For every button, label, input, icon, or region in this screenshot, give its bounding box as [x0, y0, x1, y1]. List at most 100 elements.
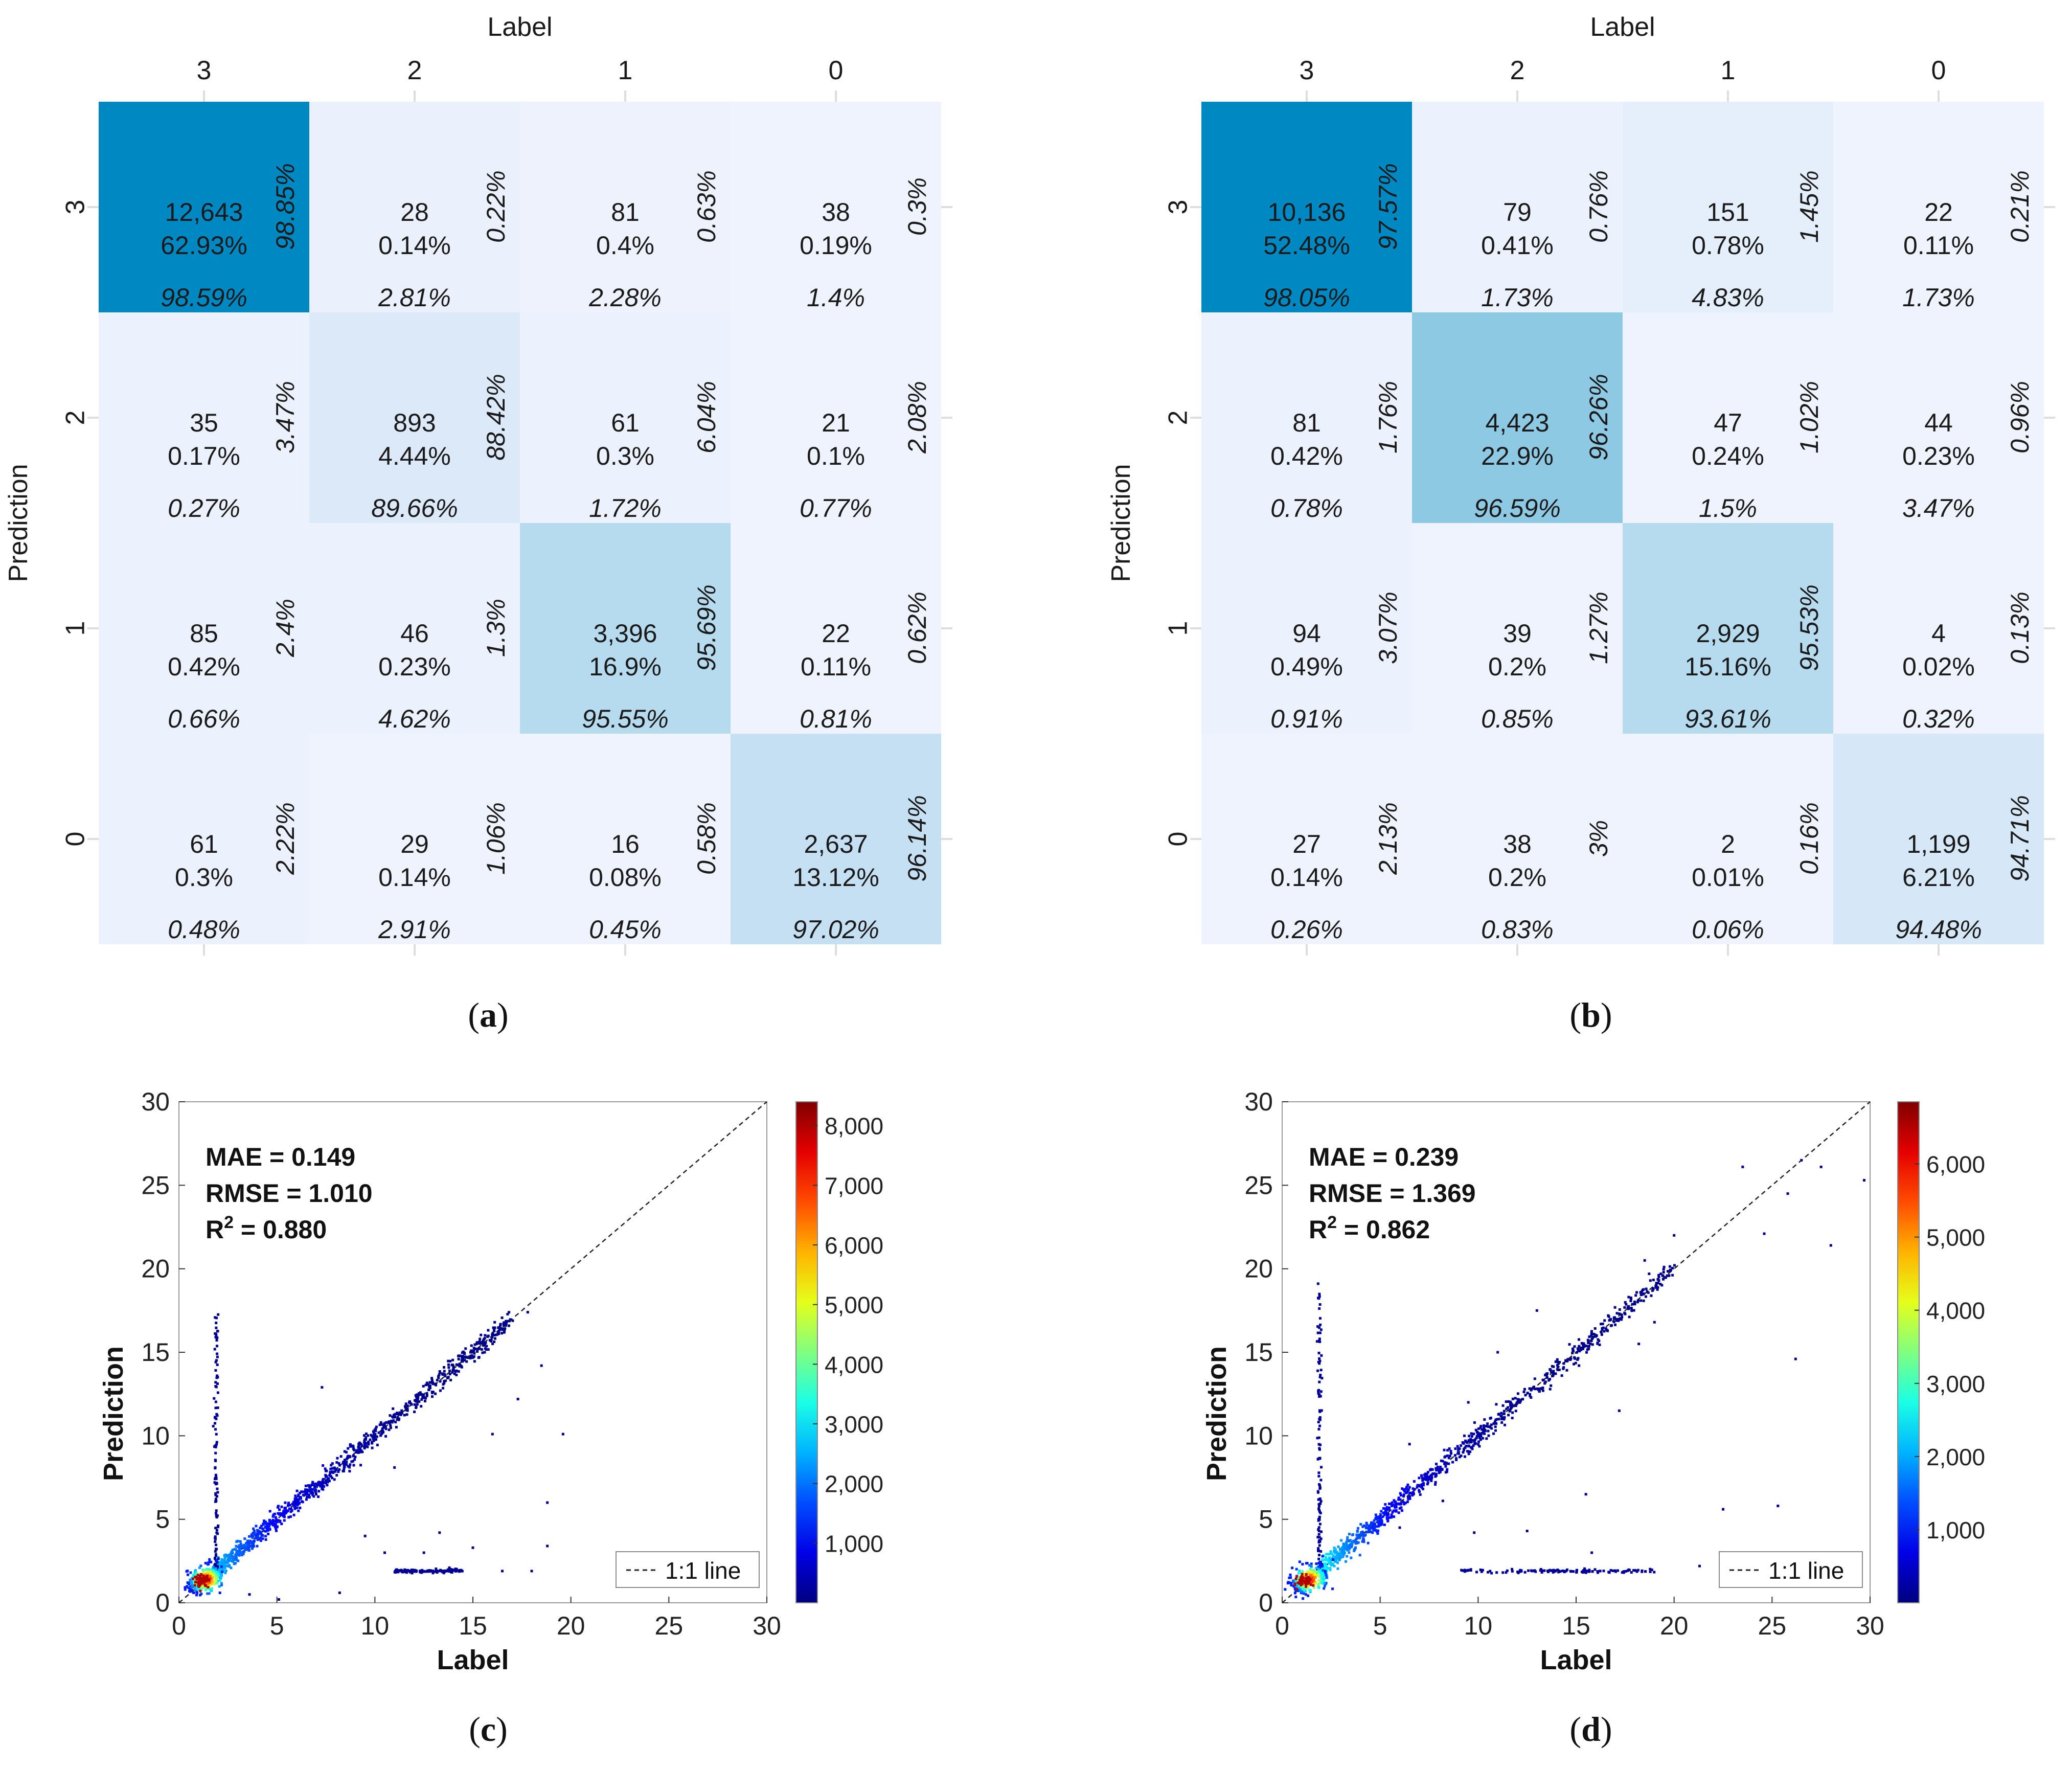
data-point [1502, 1410, 1506, 1413]
data-point [216, 1414, 219, 1417]
data-point [504, 1327, 507, 1330]
data-point [1329, 1567, 1332, 1570]
cell-count: 39 [1503, 619, 1532, 648]
data-point [256, 1530, 259, 1533]
data-point [201, 1568, 204, 1571]
data-point [243, 1547, 246, 1550]
data-point [192, 1574, 195, 1577]
data-point [215, 1548, 218, 1551]
data-point [1323, 1573, 1326, 1576]
data-point [1479, 1426, 1482, 1429]
data-point [1467, 1445, 1470, 1448]
data-point [194, 1569, 197, 1572]
data-point [1333, 1547, 1336, 1550]
data-point [464, 1355, 467, 1358]
data-point [1644, 1295, 1647, 1298]
data-point [483, 1341, 486, 1344]
data-point [1315, 1566, 1318, 1570]
data-point [245, 1542, 248, 1545]
data-point [1369, 1523, 1372, 1526]
data-point [213, 1557, 216, 1560]
data-point [1312, 1569, 1315, 1572]
data-point [1506, 1569, 1509, 1572]
data-point [1420, 1484, 1423, 1487]
cell-percent: 13.12% [792, 863, 879, 892]
data-point [204, 1576, 208, 1579]
data-point [1319, 1323, 1322, 1326]
data-point [1321, 1555, 1324, 1558]
data-point [318, 1482, 322, 1485]
data-point [326, 1484, 329, 1487]
data-point [312, 1483, 315, 1486]
data-point [1546, 1372, 1549, 1375]
data-point [442, 1572, 445, 1575]
data-point [212, 1570, 215, 1573]
data-point [350, 1460, 353, 1463]
data-point [1328, 1556, 1331, 1559]
data-point [324, 1467, 327, 1470]
data-point [1480, 1432, 1483, 1435]
data-point [1627, 1296, 1630, 1299]
data-point [1649, 1570, 1652, 1573]
data-point [214, 1384, 217, 1388]
data-point [1387, 1508, 1391, 1511]
data-point [1573, 1345, 1576, 1348]
data-point [490, 1338, 493, 1342]
data-point [1614, 1323, 1617, 1326]
data-point [189, 1587, 192, 1591]
data-point [1639, 1291, 1642, 1294]
data-point [1641, 1289, 1644, 1292]
data-point [338, 1464, 341, 1467]
data-point [1348, 1533, 1351, 1536]
data-point [1556, 1364, 1559, 1367]
data-point [443, 1570, 446, 1573]
data-point [1464, 1455, 1467, 1458]
data-point [482, 1344, 485, 1347]
data-point [345, 1463, 348, 1466]
data-point [1318, 1326, 1321, 1329]
data-point [1560, 1374, 1563, 1377]
data-point [252, 1532, 255, 1535]
data-point [1671, 1274, 1674, 1277]
data-point [431, 1382, 435, 1386]
data-point [441, 1372, 444, 1375]
cell-count: 85 [190, 619, 218, 648]
data-point [1384, 1509, 1387, 1512]
matrix-cell [1623, 312, 1833, 523]
data-point [413, 1411, 416, 1414]
data-point [1612, 1316, 1615, 1319]
data-point [1420, 1474, 1423, 1477]
data-point [449, 1569, 452, 1572]
data-point [314, 1482, 317, 1485]
cell-row-percent: 88.42% [482, 374, 510, 461]
data-point [1500, 1412, 1503, 1415]
data-point [420, 1398, 423, 1401]
data-point [345, 1460, 348, 1463]
data-point [408, 1571, 412, 1574]
data-point [227, 1554, 231, 1557]
data-point [441, 1570, 444, 1573]
data-point [1319, 1374, 1322, 1377]
data-point [227, 1557, 230, 1560]
data-point [189, 1578, 192, 1581]
colorbar-tick-label: 8,000 [825, 1113, 883, 1140]
data-point [317, 1481, 321, 1484]
data-point [1511, 1411, 1514, 1414]
data-point [425, 1394, 428, 1397]
data-point [305, 1495, 308, 1498]
data-point [1319, 1369, 1323, 1372]
cell-count: 4,423 [1485, 408, 1549, 437]
cell-row-percent: 96.26% [1584, 374, 1613, 461]
data-point [401, 1570, 404, 1573]
data-point [480, 1348, 483, 1351]
data-point [1671, 1266, 1674, 1269]
data-point [501, 1328, 504, 1331]
data-point [1318, 1337, 1321, 1341]
data-point [1340, 1549, 1344, 1552]
data-point [1311, 1577, 1314, 1580]
data-point [1617, 1319, 1620, 1322]
data-point [365, 1445, 368, 1448]
data-point [470, 1349, 473, 1352]
data-point [1361, 1531, 1364, 1534]
data-point [1470, 1441, 1473, 1444]
